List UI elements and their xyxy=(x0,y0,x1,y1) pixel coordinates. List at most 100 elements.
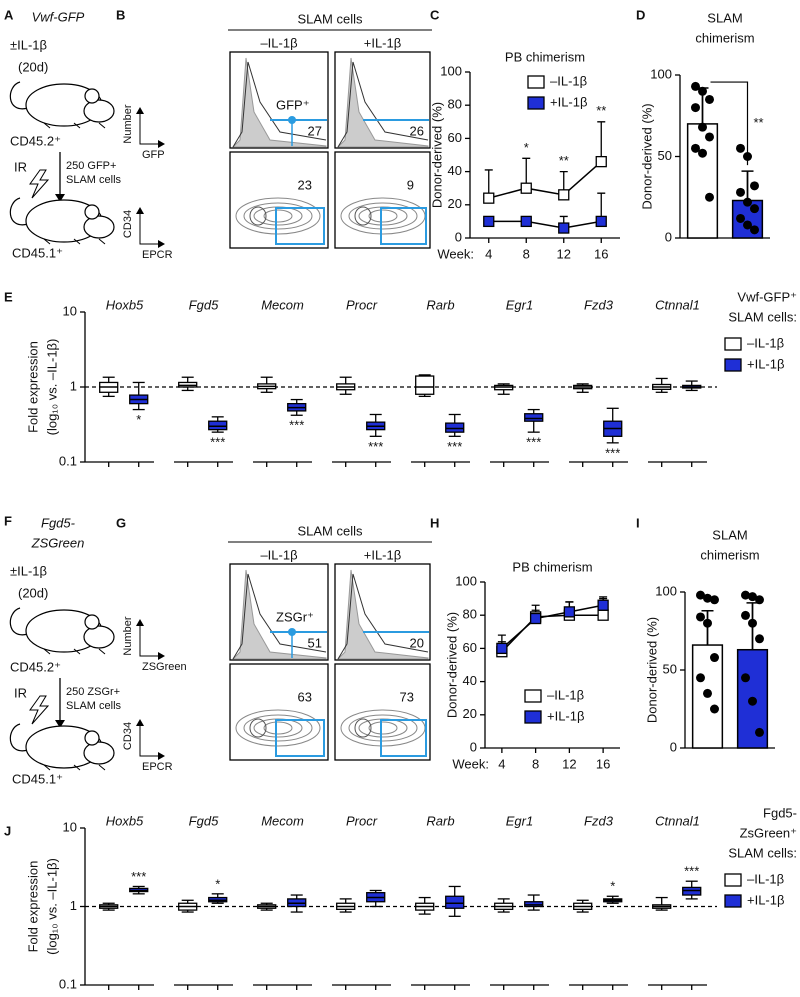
gate-label: ZSGr⁺ xyxy=(276,609,314,624)
chart-title: PB chimerism xyxy=(505,49,585,64)
legend-label: +IL-1β xyxy=(547,708,584,723)
axis-name: Number xyxy=(122,616,134,655)
dotplot-percent: 9 xyxy=(407,177,414,192)
dotplot-core xyxy=(249,206,267,226)
y-tick-label: 0.1 xyxy=(59,453,77,468)
x-tick-label: 16 xyxy=(594,246,608,261)
recipient: CD45.1⁺ xyxy=(12,771,63,786)
marker xyxy=(483,192,495,204)
panel-letter: E xyxy=(4,289,13,304)
y-tick-label: 40 xyxy=(463,673,477,688)
marker xyxy=(496,642,508,655)
axis-name: EPCR xyxy=(142,249,173,261)
y-axis-label: (log₁₀ vs. –IL-1β) xyxy=(44,339,59,436)
significance: *** xyxy=(526,435,541,450)
gene-name: Hoxb5 xyxy=(106,297,144,312)
y-axis-label: Donor-derived (%) xyxy=(444,612,459,718)
panel-letter: C xyxy=(430,7,440,22)
donor: CD45.2⁺ xyxy=(10,133,61,148)
axis-indicator xyxy=(139,212,160,245)
point xyxy=(748,592,757,602)
dotplot-core xyxy=(249,718,267,738)
gene-name: Ctnnal1 xyxy=(655,813,700,828)
gene-name: Fzd3 xyxy=(584,813,614,828)
dotplot-contour xyxy=(235,197,321,235)
panel-letter: D xyxy=(636,7,645,22)
dotplot-frame xyxy=(334,151,431,249)
strain-name: Fgd5- xyxy=(41,515,76,530)
treatment: ±IL-1β xyxy=(10,563,47,578)
y-tick-label: 20 xyxy=(448,196,462,211)
axis-name: CD34 xyxy=(122,210,134,238)
panel-letter: F xyxy=(4,513,12,528)
dotplot-contour xyxy=(243,202,313,230)
legend-title: ZsGreen⁺ xyxy=(740,825,797,840)
histogram-control xyxy=(336,569,429,660)
mouse-ear xyxy=(84,204,100,220)
gene-name: Hoxb5 xyxy=(106,813,144,828)
axis-indicator xyxy=(139,624,160,657)
dotplot-gate xyxy=(275,207,325,245)
transplant: SLAM cells xyxy=(66,174,122,186)
panel-letter: B xyxy=(116,7,125,22)
y-tick-label: 10 xyxy=(63,819,77,834)
histogram-control xyxy=(336,57,429,148)
gene-name: Fgd5 xyxy=(189,297,219,312)
box xyxy=(208,420,228,431)
mouse-foot xyxy=(73,122,81,129)
x-tick-label: 16 xyxy=(596,756,610,771)
significance: *** xyxy=(131,869,146,884)
dotplot-frame xyxy=(229,151,329,249)
box xyxy=(445,422,465,433)
legend-title: Fgd5- xyxy=(763,805,797,820)
y-tick-label: 0 xyxy=(455,229,462,244)
mouse-tail xyxy=(9,723,29,752)
mouse-foot xyxy=(43,764,51,771)
point xyxy=(736,187,745,197)
mouse-foot xyxy=(98,648,106,655)
dotplot-contour xyxy=(243,714,313,742)
marker xyxy=(597,599,609,611)
y-tick-label: 100 xyxy=(455,573,477,588)
point xyxy=(703,618,712,628)
point xyxy=(703,688,712,698)
irradiation: IR xyxy=(14,159,27,174)
legend-label: –IL-1β xyxy=(550,73,587,88)
point xyxy=(750,225,759,235)
dotplot-percent: 23 xyxy=(298,177,312,192)
chart-title: SLAM xyxy=(707,10,742,25)
significance: *** xyxy=(368,439,383,454)
y-tick-label: 80 xyxy=(448,97,462,112)
significance: *** xyxy=(605,445,620,460)
y-tick-label: 1 xyxy=(70,378,77,393)
gene-name: Fgd5 xyxy=(189,813,219,828)
axis-indicator xyxy=(139,112,160,145)
series-line xyxy=(488,220,602,229)
y-axis-label: Donor-derived (%) xyxy=(639,103,654,209)
lightning xyxy=(29,169,50,199)
duration: (20d) xyxy=(18,585,48,600)
axis-arrow xyxy=(158,652,165,660)
point xyxy=(741,610,750,620)
point xyxy=(705,94,714,104)
point xyxy=(748,696,757,706)
significance: ** xyxy=(596,103,606,118)
y-tick-label: 100 xyxy=(440,63,462,78)
point xyxy=(698,86,707,96)
dotplot-core xyxy=(354,206,372,226)
legend-label: –IL-1β xyxy=(747,871,784,886)
mouse-foot xyxy=(43,238,51,245)
chart-title: SLAM xyxy=(712,527,747,542)
significance: *** xyxy=(684,864,699,879)
histogram-sample xyxy=(337,573,429,660)
flow-header: SLAM cells xyxy=(297,11,363,26)
y-tick-label: 0 xyxy=(665,229,672,244)
dotplot-contour xyxy=(263,209,293,223)
mouse-head xyxy=(83,99,115,123)
mouse-ear xyxy=(84,614,100,630)
histogram-sample xyxy=(232,573,327,660)
dotplot-core xyxy=(354,718,372,738)
mouse-head xyxy=(83,741,115,765)
gate-label: GFP⁺ xyxy=(276,97,310,112)
series-line xyxy=(488,161,602,199)
